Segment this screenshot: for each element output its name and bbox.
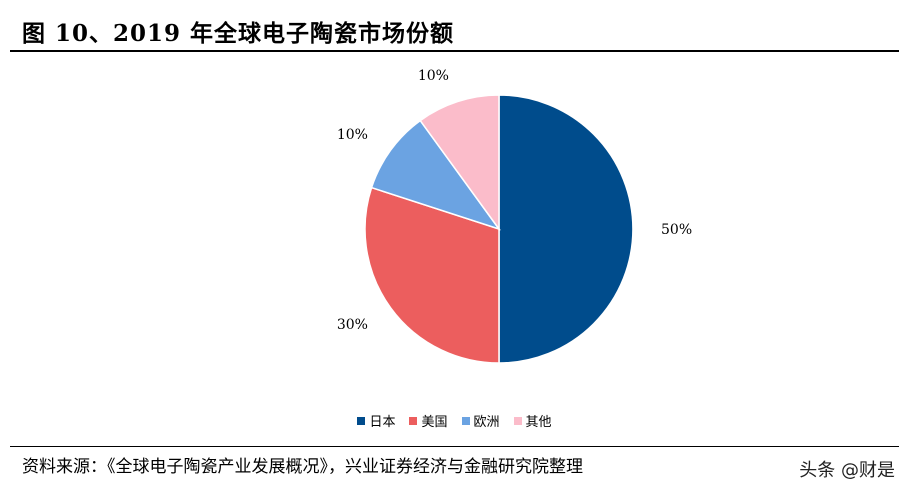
legend-label: 其他 (525, 415, 552, 430)
chart-legend: 日本 美国 欧洲 其他 (0, 411, 909, 430)
source-note: 资料来源：《全球电子陶瓷产业发展概况》，兴业证券经济与金融研究院整理 (22, 457, 583, 477)
pie-label-3: 10% (418, 68, 449, 84)
legend-item-3: 其他 (513, 411, 552, 430)
pie-chart: 50% 30% 10% 10% (337, 68, 692, 364)
legend-swatch (513, 416, 522, 425)
source-divider (10, 446, 899, 447)
legend-item-1: 美国 (409, 411, 448, 430)
legend-swatch (461, 416, 470, 425)
legend-item-0: 日本 (357, 411, 395, 430)
legend-label: 美国 (421, 415, 448, 430)
watermark-handle: @财是 (841, 460, 895, 481)
legend-label: 日本 (369, 415, 396, 430)
legend-item-2: 欧洲 (461, 411, 500, 430)
watermark-prefix: 头条 (799, 460, 836, 481)
legend-swatch (357, 416, 366, 425)
pie-slice-2 (370, 119, 501, 231)
pie-label-0: 50% (661, 222, 692, 238)
legend-swatch (409, 416, 418, 425)
pie-slice-3 (419, 94, 500, 232)
title-divider (10, 50, 899, 52)
chart-title: 图 10、2019 年全球电子陶瓷市场份额 (22, 20, 455, 47)
pie-label-2: 10% (337, 127, 368, 143)
pie-slice-1 (364, 186, 500, 364)
watermark: 头条 @财是 (799, 456, 895, 482)
legend-label: 欧洲 (473, 415, 500, 430)
pie-label-1: 30% (337, 317, 368, 333)
pie-slice-0 (498, 94, 634, 364)
